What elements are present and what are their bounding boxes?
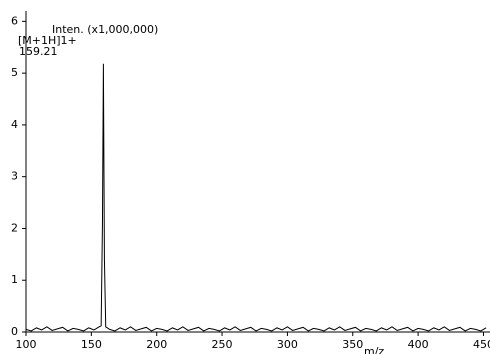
- y-tick-label: 2: [11, 221, 18, 234]
- y-axis-title: Inten. (x1,000,000): [52, 23, 158, 36]
- y-tick-label: 6: [11, 14, 18, 27]
- x-tick-label: 300: [277, 338, 298, 351]
- x-tick-label: 100: [16, 338, 37, 351]
- spectrum-line: [25, 63, 487, 332]
- x-tick-label: 250: [212, 338, 233, 351]
- x-tick-label: 450: [473, 338, 490, 351]
- x-tick-label: 350: [342, 338, 363, 351]
- y-tick-label: 1: [11, 273, 18, 286]
- peak-annotation: [M+1H]1+: [18, 34, 77, 47]
- y-tick-label: 5: [11, 66, 18, 79]
- x-tick-label: 400: [408, 338, 429, 351]
- y-tick-label: 4: [11, 118, 18, 131]
- y-tick-label: 3: [11, 170, 18, 183]
- x-tick-label: 200: [146, 338, 167, 351]
- peak-annotation: 159.21: [19, 45, 58, 58]
- x-axis-title: m/z: [364, 345, 384, 354]
- x-tick-label: 150: [81, 338, 102, 351]
- y-tick-label: 0: [11, 325, 18, 338]
